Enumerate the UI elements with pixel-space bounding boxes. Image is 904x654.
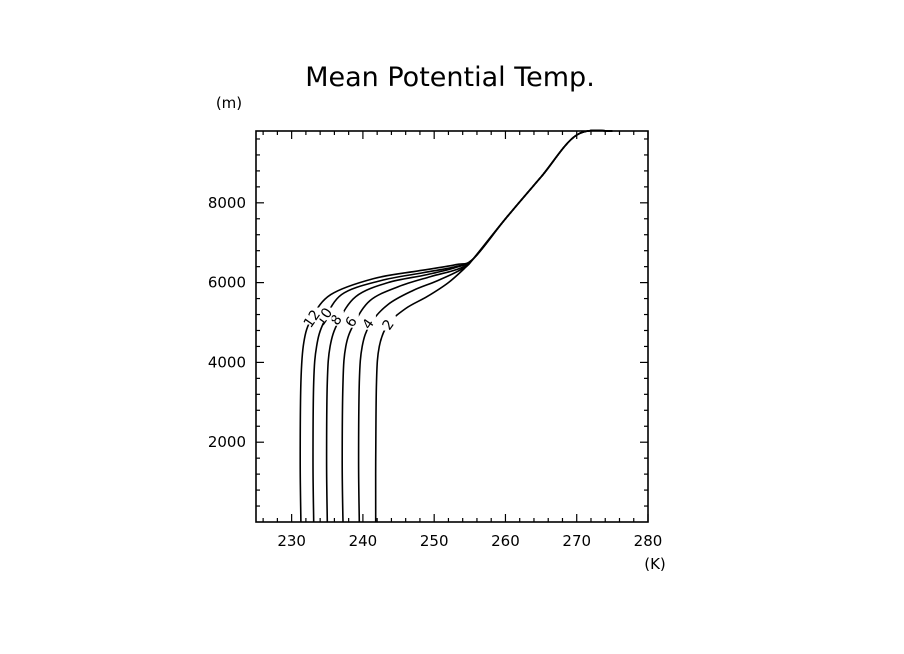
y-tick-label: 6000 [208, 274, 246, 292]
x-tick-label: 240 [349, 532, 378, 550]
y-axis-unit-label: (m) [216, 94, 242, 112]
contour-label-mask [359, 314, 376, 330]
contour-label-mask [342, 312, 359, 328]
plot-frame [255, 130, 649, 523]
contour-label-mask [303, 309, 320, 325]
x-tick-label: 250 [420, 532, 449, 550]
x-axis-unit-label: (K) [644, 555, 666, 573]
x-tick-label: 270 [562, 532, 591, 550]
x-tick-label: 260 [491, 532, 520, 550]
contour-label-mask [315, 307, 332, 323]
x-tick-label: 280 [634, 532, 663, 550]
y-tick-label: 8000 [208, 194, 246, 212]
contour-lines [299, 129, 613, 523]
x-tick-label: 230 [277, 532, 306, 550]
contour-label-mask [327, 310, 344, 326]
chart-title: Mean Potential Temp. [305, 62, 595, 93]
y-tick-label: 2000 [208, 433, 246, 451]
axis-tick-labels: 230 240 250 260 270 280 2000 4000 6000 8000 [208, 194, 663, 550]
contour-line-2 [374, 129, 613, 523]
y-tick-label: 4000 [208, 353, 246, 371]
contour-line-12 [299, 129, 613, 523]
contour-label-mask [379, 315, 396, 331]
